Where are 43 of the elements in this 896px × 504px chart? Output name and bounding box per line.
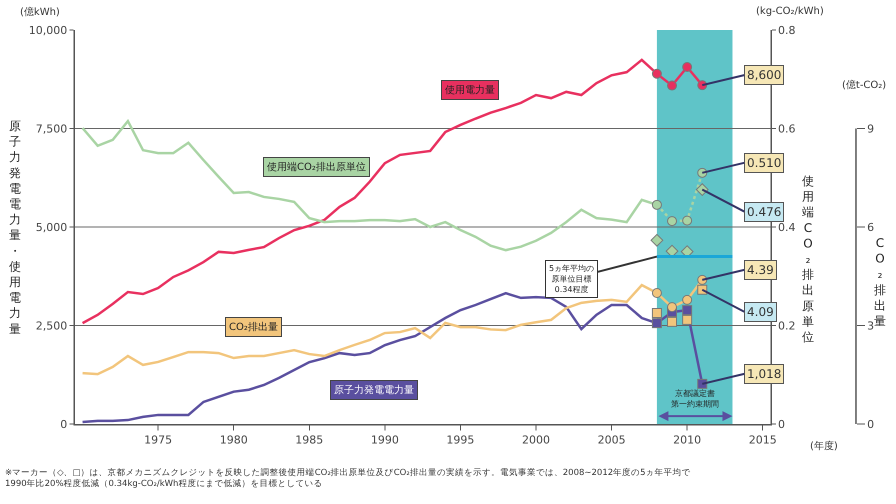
x-tick-label: 1985: [295, 434, 324, 447]
x-tick-label: 2005: [598, 434, 626, 447]
text: (kg-CO₂/kWh): [756, 6, 824, 17]
y-tick-label: 0: [60, 418, 68, 431]
data-label: 4.09: [747, 305, 774, 319]
text: 原子力発電電力量: [334, 384, 414, 396]
band-label: 京都議定書第一約束期間: [671, 389, 719, 408]
y2-tick-label: 0.6: [778, 122, 796, 136]
x-tick-label: 1980: [220, 434, 248, 447]
data-label: 8,600: [747, 68, 782, 82]
x-tick-label: 2010: [673, 434, 702, 447]
x-tick-label: 2015: [748, 434, 777, 447]
data-label: 4.39: [747, 263, 774, 277]
y3-tick-label: 9: [867, 122, 874, 136]
x-tick-label: 2000: [522, 434, 550, 447]
data-label: 0.476: [747, 205, 782, 219]
x-tick-label: 1990: [370, 434, 399, 447]
text: 使用端CO₂排出原単位: [267, 161, 366, 173]
series-label: CO₂排出量: [229, 321, 278, 333]
series-label: 使用電力量: [445, 84, 495, 96]
x-tick-label: 1995: [446, 434, 474, 447]
y3-tick-label: 0: [867, 418, 874, 431]
ref-line-label: 5ヵ年平均の原単位目標0.34程度: [549, 264, 594, 294]
y3-tick-label: 6: [867, 220, 874, 234]
data-label: 0.510: [747, 156, 782, 170]
y-tick-label: 2,500: [36, 319, 68, 332]
y3-tick-label: 3: [867, 319, 874, 332]
y2-tick-label: 0: [778, 418, 785, 431]
y-tick-label: 10,000: [28, 24, 68, 37]
text: (億kWh): [20, 6, 60, 18]
y2-tick-label: 0.8: [778, 24, 796, 37]
text: 使用端CO₂排出原単位: [802, 174, 814, 344]
y-tick-label: 5,000: [36, 220, 68, 234]
text: (億t-CO₂): [842, 79, 886, 91]
y3-axis-title: CO₂排出量: [874, 236, 886, 328]
text: 原子力発電電力量・使用電力量: [9, 119, 21, 336]
x-tick-label: 1975: [144, 434, 172, 447]
text: (年度): [810, 440, 838, 452]
data-label: 1,018: [747, 367, 782, 381]
y2-tick-label: 0.4: [778, 220, 796, 234]
y-tick-label: 7,500: [36, 122, 68, 136]
y2-tick-label: 0.2: [778, 319, 796, 332]
text: ※マーカー（◇、□）は、京都メカニズムクレジットを反映した調整後使用端CO₂排出原単位及びCO₂排出量の実績を示す。電気事業では、2008~2012年度の5ヵ年平均で 1990年比20%程度低減（0.34kg-CO₂/kWh程度にまで低減）を目標としている: [5, 467, 692, 490]
